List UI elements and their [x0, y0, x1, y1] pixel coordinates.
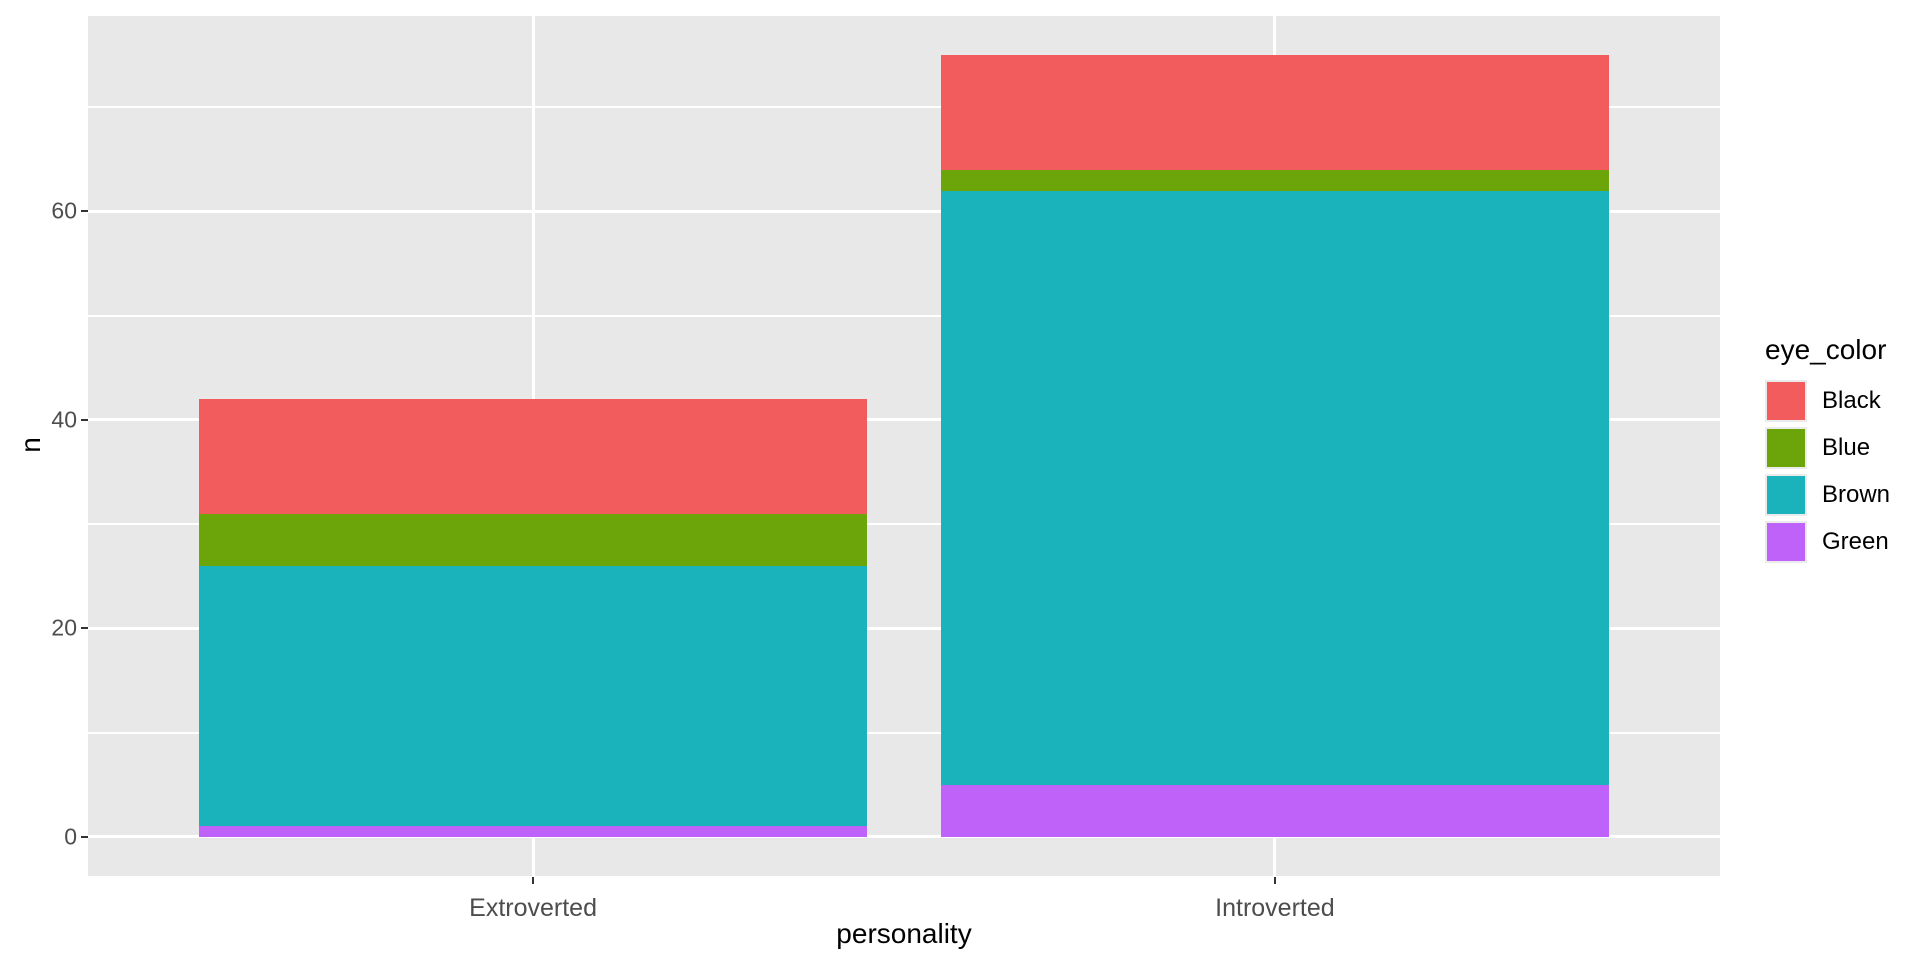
- y-tick-label-40: 40: [51, 406, 77, 433]
- bar-segment-extroverted-blue: [199, 513, 867, 566]
- gridline-minor-y-10: [88, 731, 1720, 734]
- x-axis-title: personality: [836, 918, 972, 949]
- y-tick-label-0: 0: [64, 823, 77, 850]
- legend: eye_color Black Blue Brown Green: [1765, 334, 1890, 568]
- bar-segment-introverted-black: [941, 55, 1609, 170]
- legend-title: eye_color: [1765, 334, 1887, 365]
- x-tick-extroverted: [532, 877, 535, 884]
- x-tick-introverted: [1273, 877, 1276, 884]
- y-tick-label-20: 20: [51, 614, 77, 641]
- legend-item-blue: Blue: [1765, 427, 1890, 469]
- bar-segment-introverted-green: [941, 784, 1609, 837]
- gridline-major-y-40: [88, 418, 1720, 422]
- legend-item-brown: Brown: [1765, 474, 1890, 516]
- bar-segment-extroverted-green: [199, 826, 867, 837]
- gridline-major-y-60: [88, 209, 1720, 213]
- plot-panel: [88, 16, 1720, 876]
- gridline-major-y-20: [88, 626, 1720, 630]
- gridline-major-y-0: [88, 835, 1720, 839]
- y-tick-20: [81, 627, 88, 630]
- legend-label-brown: Brown: [1822, 481, 1891, 508]
- y-tick-label-60: 60: [51, 197, 77, 224]
- bar-segment-extroverted-black: [199, 399, 867, 514]
- legend-item-black: Black: [1765, 380, 1890, 422]
- legend-label-black: Black: [1822, 387, 1881, 414]
- bar-segment-extroverted-brown: [199, 565, 867, 827]
- bar-segment-introverted-brown: [941, 190, 1609, 785]
- y-tick-60: [81, 210, 88, 213]
- legend-label-green: Green: [1822, 528, 1889, 555]
- legend-key-black: [1765, 380, 1807, 422]
- legend-label-blue: Blue: [1822, 434, 1871, 461]
- y-tick-40: [81, 418, 88, 421]
- x-tick-label-introverted: Introverted: [1215, 894, 1335, 922]
- legend-item-green: Green: [1765, 521, 1890, 563]
- legend-key-brown: [1765, 474, 1807, 516]
- legend-key-blue: [1765, 427, 1807, 469]
- gridline-minor-y-70: [88, 106, 1720, 109]
- bar-segment-introverted-blue: [941, 169, 1609, 191]
- y-axis-title: n: [15, 437, 46, 453]
- gridline-minor-y-30: [88, 523, 1720, 526]
- legend-key-green: [1765, 521, 1807, 563]
- x-tick-label-extroverted: Extroverted: [469, 894, 597, 922]
- y-tick-0: [81, 835, 88, 838]
- gridline-minor-y-50: [88, 314, 1720, 317]
